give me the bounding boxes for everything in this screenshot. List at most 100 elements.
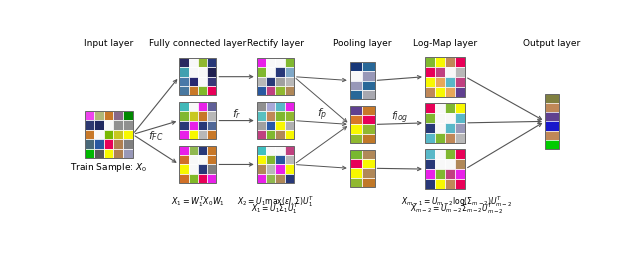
- Bar: [545, 121, 559, 131]
- Bar: [179, 86, 189, 95]
- Bar: [113, 139, 123, 149]
- Text: Log-Map layer: Log-Map layer: [413, 39, 477, 48]
- Bar: [455, 113, 465, 123]
- Bar: [455, 133, 465, 143]
- Text: Pooling layer: Pooling layer: [333, 39, 391, 48]
- Bar: [266, 146, 275, 155]
- Bar: [445, 123, 455, 133]
- Bar: [349, 90, 362, 99]
- Bar: [84, 130, 94, 139]
- Bar: [435, 103, 445, 113]
- Bar: [362, 106, 374, 115]
- Bar: [189, 155, 198, 164]
- Bar: [445, 103, 455, 113]
- Bar: [84, 149, 94, 158]
- Bar: [435, 57, 445, 67]
- Bar: [362, 134, 374, 143]
- Bar: [455, 103, 465, 113]
- Bar: [425, 77, 435, 87]
- Bar: [257, 102, 294, 139]
- Bar: [257, 102, 266, 111]
- Bar: [349, 150, 362, 159]
- Bar: [362, 159, 374, 168]
- Bar: [266, 174, 275, 183]
- Text: $X_{m-2}=U_{m-2}\Sigma_{m-2}U_{m-2}^T$: $X_{m-2}=U_{m-2}\Sigma_{m-2}U_{m-2}^T$: [410, 201, 504, 216]
- Bar: [435, 149, 445, 159]
- Bar: [179, 68, 189, 77]
- Bar: [198, 77, 207, 86]
- Bar: [179, 146, 216, 183]
- Text: $f_{log}$: $f_{log}$: [391, 110, 408, 126]
- Bar: [349, 62, 362, 71]
- Bar: [445, 67, 455, 77]
- Bar: [435, 77, 445, 87]
- Bar: [435, 113, 445, 123]
- Bar: [266, 58, 275, 68]
- Bar: [113, 110, 123, 120]
- Text: Train Sample: $X_0$: Train Sample: $X_0$: [70, 161, 147, 174]
- Bar: [362, 90, 374, 99]
- Bar: [445, 159, 455, 169]
- Bar: [123, 110, 132, 120]
- Bar: [425, 87, 435, 97]
- Bar: [104, 149, 113, 158]
- Bar: [362, 115, 374, 124]
- Bar: [94, 139, 104, 149]
- Bar: [455, 77, 465, 87]
- Text: $X_1=W_1^T X_0 W_1$: $X_1=W_1^T X_0 W_1$: [171, 194, 225, 209]
- Bar: [455, 179, 465, 189]
- Bar: [425, 149, 435, 159]
- Bar: [266, 130, 275, 139]
- Bar: [455, 67, 465, 77]
- Bar: [362, 124, 374, 134]
- Bar: [285, 164, 294, 174]
- Bar: [425, 103, 435, 113]
- Bar: [445, 133, 455, 143]
- Bar: [349, 115, 362, 124]
- Bar: [349, 62, 374, 99]
- Bar: [84, 139, 94, 149]
- Bar: [207, 102, 216, 111]
- Bar: [285, 102, 294, 111]
- Bar: [266, 164, 275, 174]
- Bar: [285, 155, 294, 164]
- Bar: [189, 58, 198, 68]
- Bar: [198, 102, 207, 111]
- Bar: [445, 149, 455, 159]
- Bar: [189, 164, 198, 174]
- Bar: [349, 159, 362, 168]
- Bar: [425, 57, 435, 67]
- Bar: [285, 58, 294, 68]
- Bar: [362, 71, 374, 81]
- Bar: [455, 87, 465, 97]
- Bar: [435, 169, 445, 179]
- Bar: [123, 130, 132, 139]
- Bar: [104, 110, 113, 120]
- Bar: [545, 140, 559, 149]
- Bar: [435, 179, 445, 189]
- Bar: [257, 121, 266, 130]
- Bar: [207, 130, 216, 139]
- Bar: [189, 77, 198, 86]
- Bar: [285, 174, 294, 183]
- Bar: [198, 68, 207, 77]
- Bar: [285, 86, 294, 95]
- Bar: [257, 130, 266, 139]
- Bar: [189, 174, 198, 183]
- Bar: [445, 57, 455, 67]
- Bar: [94, 149, 104, 158]
- Bar: [198, 111, 207, 121]
- Bar: [455, 159, 465, 169]
- Bar: [257, 68, 266, 77]
- Bar: [455, 123, 465, 133]
- Bar: [123, 120, 132, 130]
- Bar: [545, 131, 559, 140]
- Bar: [179, 174, 189, 183]
- Bar: [207, 146, 216, 155]
- Bar: [179, 58, 216, 95]
- Bar: [94, 120, 104, 130]
- Bar: [257, 86, 266, 95]
- Bar: [189, 86, 198, 95]
- Bar: [349, 134, 362, 143]
- Bar: [455, 169, 465, 179]
